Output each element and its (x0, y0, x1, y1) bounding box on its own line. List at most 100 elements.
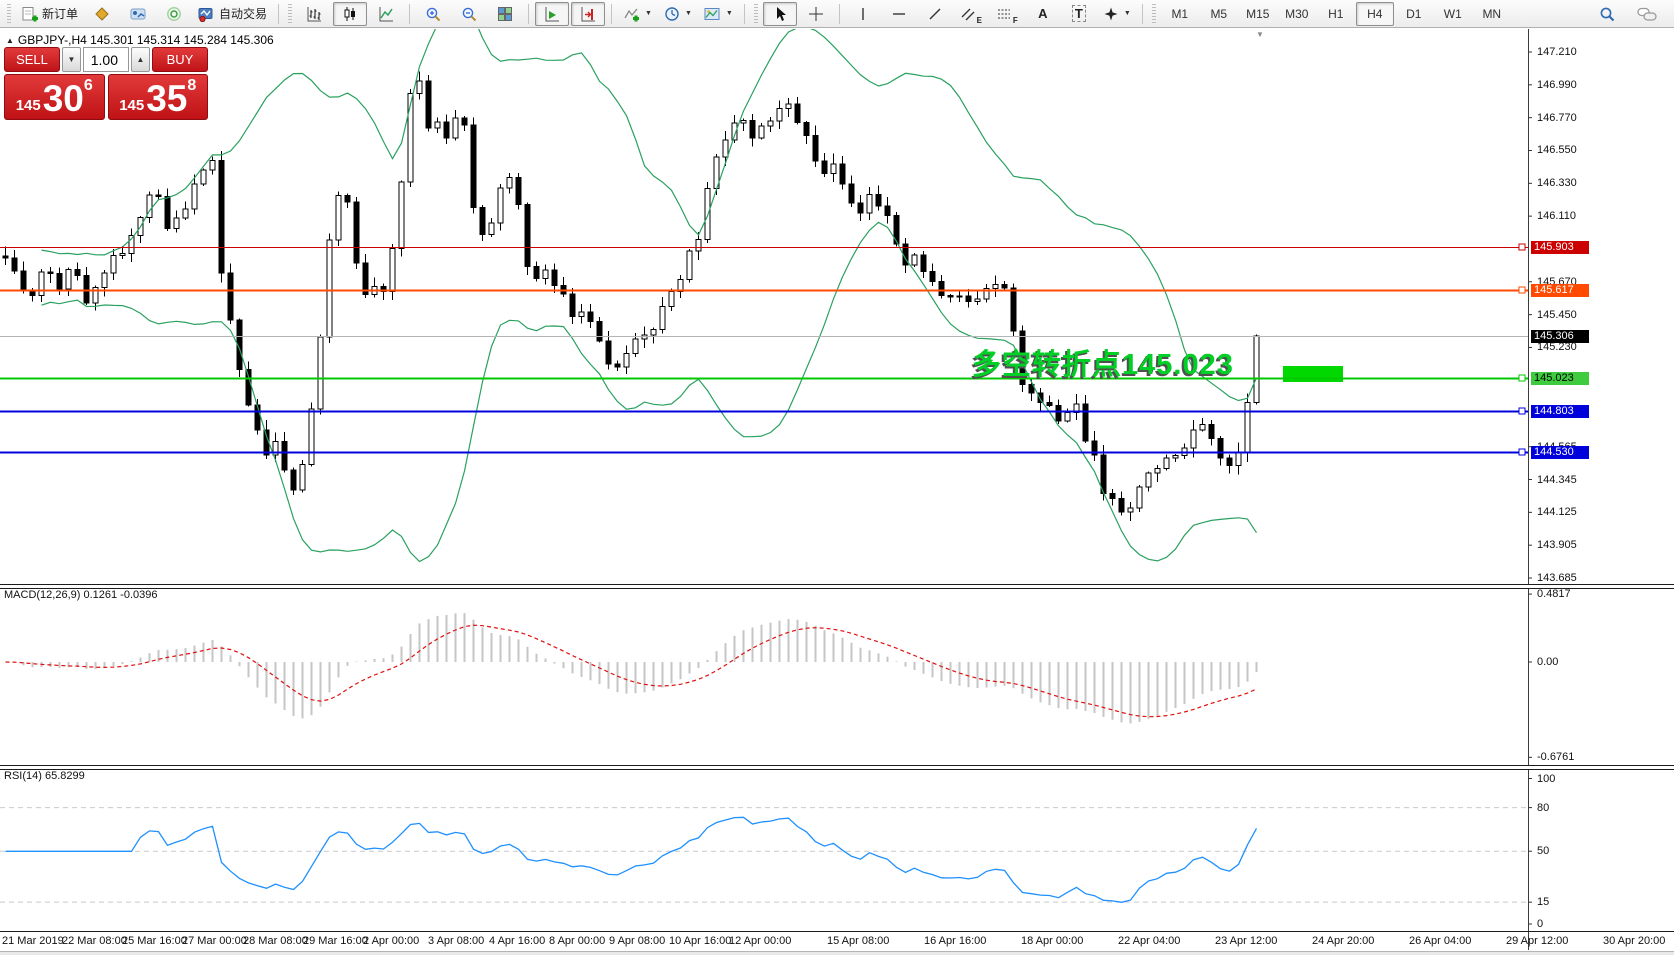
fibonacci-letter: F (1012, 15, 1018, 25)
timeframe-d1[interactable]: D1 (1406, 6, 1422, 21)
time-label: 29 Mar 16:00 (303, 935, 368, 947)
chart-candles-button[interactable] (333, 1, 368, 26)
channel-letter: E (976, 15, 983, 25)
periods-caret-icon[interactable]: ▼ (684, 10, 692, 17)
equidistant-channel-button[interactable]: E (954, 2, 988, 26)
time-label: 8 Apr 00:00 (549, 935, 606, 947)
sell-price-big: 30 (42, 78, 84, 119)
chart-bars-icon (307, 6, 322, 21)
arrows-caret-icon[interactable]: ▼ (1123, 10, 1131, 17)
search-button[interactable] (1590, 2, 1624, 26)
rsi-axis-label: 50 (1537, 845, 1550, 858)
templates-caret-icon[interactable]: ▼ (725, 10, 733, 17)
new-order-icon (22, 6, 38, 21)
volume-input[interactable] (83, 47, 129, 72)
cursor-button[interactable] (762, 1, 797, 26)
chart-shift-marker-icon[interactable]: ▼ (1256, 30, 1264, 39)
volume-decrease-button[interactable]: ▼ (62, 47, 81, 72)
rsi-axis-label: 80 (1537, 801, 1550, 814)
toolbar-grip[interactable] (288, 3, 293, 24)
crosshair-button[interactable] (799, 2, 833, 26)
zoom-in-button[interactable] (416, 2, 450, 26)
price-tick-label: 143.905 (1537, 539, 1577, 552)
fibonacci-icon (997, 9, 1010, 18)
periods-button[interactable]: ▼ (659, 2, 697, 26)
chart-window (0, 29, 1674, 955)
new-order-button[interactable]: 新订单 (16, 2, 83, 26)
toolbar-grip[interactable] (7, 3, 11, 24)
timeframe-h1[interactable]: H1 (1328, 6, 1344, 21)
time-axis: 21 Mar 2019 22 Mar 08:00 25 Mar 16:00 27 Ma… (0, 932, 1674, 951)
market-watch-icon (95, 6, 109, 21)
toolbar-grip[interactable] (1151, 3, 1156, 24)
indicators-caret-icon[interactable]: ▼ (645, 10, 652, 17)
buy-price-pip: 8 (187, 77, 197, 94)
rsi-indicator-label: RSI(14) 65.8299 (4, 770, 85, 782)
search-icon (1600, 7, 1614, 21)
price-tick-label: 144.125 (1537, 506, 1577, 519)
timeframe-group: M1 M5 M15 M30 H1 H4 D1 W1 MN (1161, 1, 1511, 26)
auto-scroll-button[interactable] (535, 1, 570, 26)
toolbar-separator (278, 3, 280, 24)
data-window-button[interactable] (121, 2, 155, 26)
trendline-button[interactable] (918, 2, 952, 26)
buy-price-display[interactable]: 145 35 8 (107, 74, 208, 120)
price-tick-label: 146.990 (1537, 78, 1577, 91)
arrows-button[interactable]: ▼ (1098, 2, 1136, 26)
timeframe-m5[interactable]: M5 (1210, 6, 1228, 21)
time-label: 16 Apr 16:00 (924, 935, 987, 947)
chart-shift-button[interactable] (571, 1, 606, 26)
time-label: 9 Apr 08:00 (609, 935, 666, 947)
buy-price-big: 35 (146, 78, 188, 119)
time-label: 22 Apr 04:00 (1118, 935, 1181, 947)
buy-button[interactable]: BUY (152, 47, 208, 72)
time-label: 28 Mar 08:00 (243, 935, 308, 947)
indicators-button[interactable]: ▼ (618, 2, 657, 26)
vertical-line-icon (862, 7, 864, 20)
chart-shift-icon (581, 6, 596, 21)
fibonacci-button[interactable]: F (990, 2, 1024, 26)
chat-button[interactable] (1630, 2, 1664, 26)
text-button[interactable]: A (1026, 2, 1060, 26)
tile-windows-button[interactable] (488, 2, 522, 26)
chart-candles-icon (344, 6, 356, 21)
new-order-label: 新订单 (42, 7, 79, 21)
timeframe-m15[interactable]: M15 (1246, 6, 1270, 21)
pane-separator-macd[interactable] (0, 584, 1674, 589)
zoom-out-button[interactable] (452, 2, 486, 26)
chart-header: ▲ GBPJPY-,H4 145.301 145.314 145.284 145… (6, 33, 274, 47)
window-bottom-edge (0, 951, 1674, 955)
sell-button[interactable]: SELL (4, 47, 60, 72)
time-label: 3 Apr 08:00 (428, 935, 485, 947)
timeframe-m30[interactable]: M30 (1285, 6, 1309, 21)
timeframe-m1[interactable]: M1 (1171, 6, 1189, 21)
macd-axis-label: 0.4817 (1537, 588, 1571, 601)
market-watch-button[interactable] (85, 2, 119, 26)
pane-separator-rsi[interactable] (0, 765, 1674, 770)
horizontal-line-icon (892, 12, 905, 15)
price-tick-label: 144.345 (1537, 473, 1577, 486)
auto-trading-button[interactable]: 自动交易 (193, 2, 272, 26)
horizontal-line-button[interactable] (882, 2, 916, 26)
sell-price-display[interactable]: 145 30 6 (4, 74, 105, 120)
vertical-line-button[interactable] (846, 2, 880, 26)
timeframe-h4[interactable]: H4 (1355, 1, 1394, 26)
time-label: 30 Apr 20:00 (1603, 935, 1666, 947)
rsi-axis-label: 100 (1537, 772, 1556, 785)
auto-trading-label: 自动交易 (219, 7, 268, 21)
signals-icon (167, 6, 181, 21)
text-label-button[interactable]: T (1062, 2, 1096, 26)
volume-increase-button[interactable]: ▲ (131, 47, 150, 72)
price-tick-label: 146.770 (1537, 111, 1577, 124)
chart-bars-button[interactable] (297, 2, 331, 26)
macd-indicator-label: MACD(12,26,9) 0.1261 -0.0396 (4, 589, 158, 601)
templates-button[interactable]: ▼ (699, 2, 738, 26)
toolbar-separator (611, 3, 613, 24)
toolbar-grip[interactable] (753, 3, 758, 24)
timeframe-w1[interactable]: W1 (1443, 6, 1462, 21)
chart-line-button[interactable] (369, 2, 403, 26)
timeframe-mn[interactable]: MN (1482, 6, 1502, 21)
collapse-panel-icon[interactable]: ▲ (6, 35, 14, 45)
buy-price-prefix: 145 (119, 97, 145, 114)
signals-button[interactable] (157, 2, 191, 26)
